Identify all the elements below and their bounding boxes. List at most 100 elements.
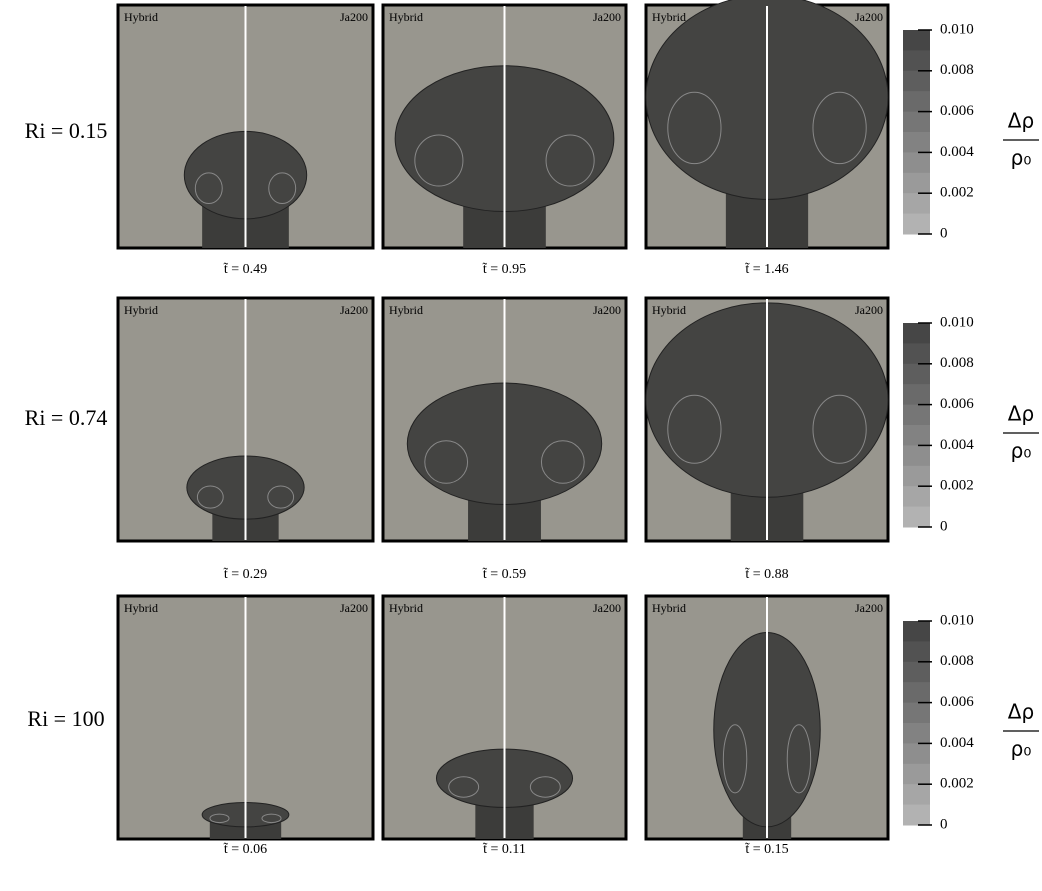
panel: Hybrid Ja200 <box>644 0 890 250</box>
colorbar-tick-label: 0.008 <box>940 355 974 371</box>
vortex <box>267 485 295 509</box>
panel: Hybrid Ja200 <box>381 3 628 250</box>
colorbar-band <box>903 343 930 365</box>
right-label: Ja200 <box>855 303 883 317</box>
panel: Hybrid Ja200 <box>116 3 375 250</box>
colorbar-tick-label: 0 <box>940 816 948 832</box>
colorbar-band <box>903 723 930 744</box>
left-label: Hybrid <box>389 303 423 317</box>
vortex <box>196 485 224 509</box>
left-label: Hybrid <box>389 601 423 615</box>
row-label: Ri = 100 <box>27 706 104 731</box>
vortex <box>667 91 722 165</box>
left-label: Hybrid <box>124 303 158 317</box>
colorbar-band <box>903 111 930 133</box>
time-label: t̃ = 0.88 <box>745 567 789 582</box>
time-label: t̃ = 0.06 <box>224 842 268 857</box>
vortex <box>414 134 464 187</box>
colorbar-tick-label: 0.004 <box>940 735 974 751</box>
colorbar-tick-label: 0.002 <box>940 185 974 201</box>
colorbar-tick-label: 0.010 <box>940 314 974 330</box>
time-label: t̃ = 0.95 <box>483 262 527 277</box>
colorbar-tick-label: 0 <box>940 225 948 241</box>
vortex <box>424 440 469 484</box>
panel: Hybrid Ja200 <box>644 296 890 543</box>
right-label: Ja200 <box>340 10 368 24</box>
colorbar-tick-label: 0.008 <box>940 62 974 78</box>
colorbar-band <box>903 50 930 72</box>
time-label: t̃ = 1.46 <box>745 262 789 277</box>
panel: Hybrid Ja200 <box>381 296 628 543</box>
right-label: Ja200 <box>855 10 883 24</box>
colorbar-band <box>903 404 930 426</box>
colorbar-band <box>903 804 930 826</box>
colorbar-band <box>903 30 930 51</box>
left-label: Hybrid <box>652 601 686 615</box>
vortex <box>194 172 223 205</box>
colorbar-tick-label: 0.004 <box>940 144 974 160</box>
colorbar-denominator: ρ₀ <box>1011 146 1032 170</box>
colorbar-numerator: Δρ <box>1008 402 1034 426</box>
time-label: t̃ = 0.59 <box>483 567 527 582</box>
colorbar-tick-label: 0.006 <box>940 694 974 710</box>
colorbar-band <box>903 506 930 528</box>
left-label: Hybrid <box>124 10 158 24</box>
panel: Hybrid Ja200 <box>644 594 890 841</box>
colorbar-band <box>903 363 930 385</box>
vortex <box>545 134 595 187</box>
colorbar-band <box>903 486 930 508</box>
time-label: t̃ = 0.49 <box>224 262 268 277</box>
vortex <box>812 394 867 464</box>
vortex <box>722 724 748 794</box>
right-label: Ja200 <box>340 303 368 317</box>
colorbar-numerator: Δρ <box>1008 109 1034 133</box>
colorbar-band <box>903 384 930 406</box>
vortex <box>540 440 585 484</box>
panel: Hybrid Ja200 <box>116 594 375 841</box>
colorbar-band <box>903 152 930 174</box>
right-label: Ja200 <box>593 10 621 24</box>
colorbar-band <box>903 132 930 153</box>
vortex <box>261 813 282 824</box>
vortex <box>786 724 812 794</box>
row-label: Ri = 0.74 <box>25 405 108 430</box>
colorbar-band <box>903 323 930 344</box>
vortex <box>812 91 867 165</box>
right-label: Ja200 <box>593 601 621 615</box>
left-label: Hybrid <box>652 303 686 317</box>
panel: Hybrid Ja200 <box>116 296 375 543</box>
colorbar-band <box>903 621 930 642</box>
time-label: t̃ = 0.29 <box>224 567 268 582</box>
vortex <box>529 776 561 798</box>
right-label: Ja200 <box>855 601 883 615</box>
time-label: t̃ = 0.15 <box>745 842 789 857</box>
colorbar-denominator: ρ₀ <box>1011 737 1032 761</box>
colorbar-band <box>903 425 930 446</box>
colorbar-tick-label: 0.002 <box>940 776 974 792</box>
colorbar-band <box>903 91 930 113</box>
colorbar-band <box>903 682 930 704</box>
colorbar-tick-label: 0.010 <box>940 21 974 37</box>
left-label: Hybrid <box>652 10 686 24</box>
right-label: Ja200 <box>340 601 368 615</box>
colorbar-band <box>903 743 930 765</box>
colorbar-band <box>903 465 930 487</box>
vortex <box>448 776 480 798</box>
colorbar-band <box>903 213 930 235</box>
colorbar-denominator: ρ₀ <box>1011 439 1032 463</box>
right-label: Ja200 <box>593 303 621 317</box>
row-label: Ri = 0.15 <box>25 118 108 143</box>
colorbar-tick-label: 0.004 <box>940 437 974 453</box>
colorbar-tick-label: 0.010 <box>940 612 974 628</box>
colorbar-tick-label: 0.008 <box>940 653 974 669</box>
left-label: Hybrid <box>389 10 423 24</box>
vortex <box>209 813 230 824</box>
colorbar-tick-label: 0.002 <box>940 478 974 494</box>
colorbar-band <box>903 702 930 724</box>
colorbar-band <box>903 70 930 92</box>
colorbar-band <box>903 445 930 467</box>
colorbar-band <box>903 193 930 215</box>
panel: Hybrid Ja200 <box>381 594 628 841</box>
colorbar-tick-label: 0 <box>940 518 948 534</box>
